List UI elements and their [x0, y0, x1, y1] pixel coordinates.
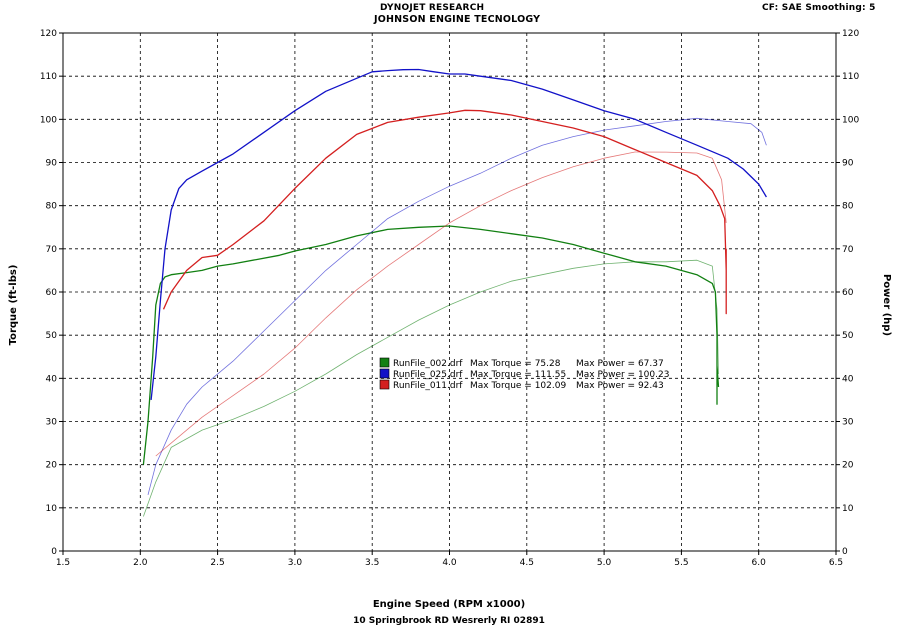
series-line-power [143, 259, 719, 517]
series-line-power [147, 117, 767, 496]
y-tick-label: 0 [51, 547, 57, 557]
y-tick-label: 20 [46, 461, 58, 471]
y2-tick-label: 0 [842, 547, 848, 557]
x-tick-label: 3.0 [288, 558, 303, 568]
x-tick-label: 4.0 [442, 558, 457, 568]
legend-swatch [379, 379, 390, 390]
x-axis-ticks: 1.5 2.0 2.5 3.0 3.5 4.0 4.5 5.0 5.5 6.0 6.5 [56, 551, 843, 568]
legend-swatch [379, 357, 390, 368]
footer-address: 10 Springbrook RD Wesrerly RI 02891 [353, 616, 545, 626]
y2-tick-label: 70 [842, 245, 854, 255]
y2-tick-label: 80 [842, 202, 854, 212]
y-tick-label: 30 [46, 418, 58, 428]
series-line-power [155, 151, 727, 457]
y2-axis-ticks: 0 10 20 30 40 50 60 70 80 90 100 110 120 [836, 29, 859, 557]
y-tick-label: 50 [46, 331, 58, 341]
y2-tick-label: 20 [842, 461, 854, 471]
series-line-torque [142, 225, 720, 465]
x-tick-label: 3.5 [365, 558, 379, 568]
legend-swatch [379, 368, 390, 379]
x-tick-label: 4.5 [520, 558, 534, 568]
x-tick-label: 6.5 [829, 558, 843, 568]
y2-tick-label: 90 [842, 159, 854, 169]
legend-max-torque: Max Torque = 75.28 [470, 359, 561, 369]
legend-run-name: RunFile_011.drf [393, 381, 463, 391]
y-tick-label: 70 [46, 245, 58, 255]
curves [142, 68, 767, 517]
series-line-torque [150, 68, 767, 400]
legend-max-torque: Max Torque = 102.09 [470, 381, 566, 391]
y-tick-label: 90 [46, 159, 58, 169]
x-tick-label: 2.5 [210, 558, 224, 568]
x-tick-label: 6.0 [752, 558, 767, 568]
y2-tick-label: 40 [842, 374, 854, 384]
series-line-torque [162, 109, 727, 315]
x-tick-label: 2.0 [133, 558, 148, 568]
x-tick-label: 5.5 [674, 558, 688, 568]
y2-tick-label: 30 [842, 418, 854, 428]
y2-axis-title: Power (hp) [881, 274, 892, 336]
y-tick-label: 80 [46, 202, 58, 212]
y-tick-label: 10 [46, 504, 58, 514]
y-axis-title: Torque (ft-lbs) [8, 265, 19, 346]
x-axis-title: Engine Speed (RPM x1000) [373, 599, 525, 610]
y-tick-label: 110 [40, 72, 57, 82]
y-tick-label: 40 [46, 374, 58, 384]
y-axis-ticks: 0 10 20 30 40 50 60 70 80 90 100 110 120 [40, 29, 63, 557]
grid-lines [63, 33, 836, 551]
legend-run-name: RunFile_002.drf [393, 359, 463, 369]
x-tick-label: 1.5 [56, 558, 70, 568]
x-tick-label: 5.0 [597, 558, 612, 568]
legend-max-power: Max Power = 67.37 [576, 359, 664, 369]
y2-tick-label: 120 [842, 29, 859, 39]
y-tick-label: 120 [40, 29, 57, 39]
header-company: DYNOJET RESEARCH [380, 3, 485, 13]
legend-max-power: Max Power = 92.43 [576, 381, 664, 391]
y2-tick-label: 50 [842, 331, 854, 341]
y2-tick-label: 60 [842, 288, 854, 298]
y-tick-label: 100 [40, 115, 57, 125]
legend-run-name: RunFile_025.drf [393, 370, 463, 380]
header-settings: CF: SAE Smoothing: 5 [762, 3, 876, 13]
y2-tick-label: 100 [842, 115, 859, 125]
y2-tick-label: 110 [842, 72, 859, 82]
y-tick-label: 60 [46, 288, 58, 298]
legend-max-power: Max Power = 100.23 [576, 370, 669, 380]
legend-max-torque: Max Torque = 111.55 [470, 370, 566, 380]
y2-tick-label: 10 [842, 504, 854, 514]
header-shop: JOHNSON ENGINE TECNOLOGY [374, 14, 541, 25]
legend: RunFile_002.drf Max Torque = 75.28 Max Pow… [379, 357, 669, 391]
